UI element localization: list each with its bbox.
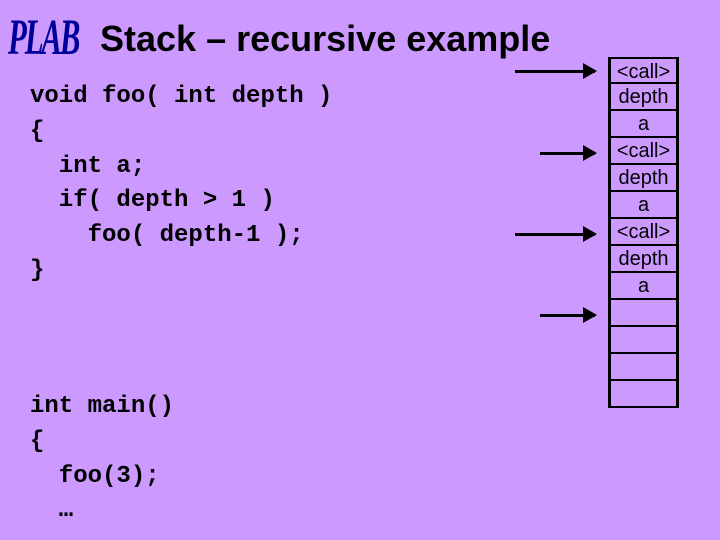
code-block-main: int main() { foo(3); … [30, 390, 174, 529]
arrow-icon [515, 70, 595, 73]
stack-cell: <call> [611, 57, 676, 84]
stack-diagram: <call>deptha<call>deptha<call>deptha [608, 57, 679, 408]
stack-cell: depth [611, 84, 676, 111]
arrow-icon [515, 233, 595, 236]
stack-cell [611, 354, 676, 381]
stack-cell: <call> [611, 138, 676, 165]
stack-cell: a [611, 111, 676, 138]
stack-cell: a [611, 273, 676, 300]
slide-title: Stack – recursive example [100, 18, 550, 60]
stack-cell: depth [611, 246, 676, 273]
stack-cell [611, 327, 676, 354]
stack-cell: <call> [611, 219, 676, 246]
arrow-icon [540, 314, 595, 317]
stack-cell [611, 381, 676, 408]
stack-cell: depth [611, 165, 676, 192]
plab-logo: PLAB [8, 8, 78, 67]
code-block-foo: void foo( int depth ) { int a; if( depth… [30, 80, 332, 289]
arrow-icon [540, 152, 595, 155]
stack-cell [611, 300, 676, 327]
stack-cell: a [611, 192, 676, 219]
